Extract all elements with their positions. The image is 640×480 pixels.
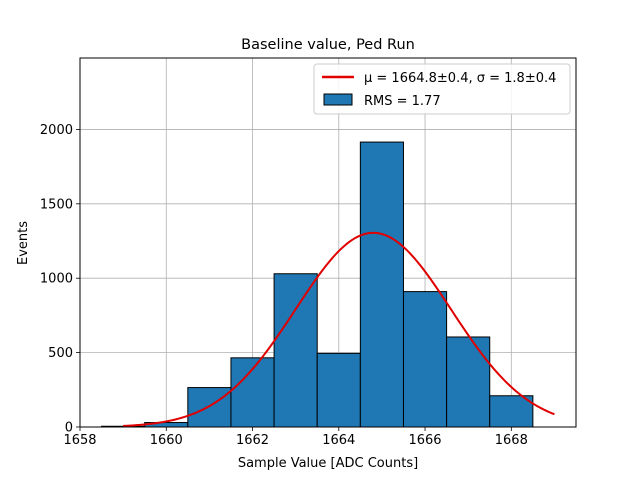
gaussian-fit-curve (123, 231, 555, 427)
y-tick-label: 1500 (40, 197, 73, 212)
x-tick-label: 1658 (63, 433, 96, 448)
x-tick-label: 1660 (150, 433, 183, 448)
y-tick-label: 500 (48, 346, 73, 361)
plot-frame (79, 57, 577, 428)
legend-hist-label: RMS = 1.77 (364, 94, 441, 109)
histogram-bar (402, 291, 448, 428)
x-axis-label: Sample Value [ADC Counts] (238, 456, 418, 471)
chart-title: Baseline value, Ped Run (241, 37, 415, 53)
histogram-bar (359, 141, 404, 428)
x-tick-label: 1662 (236, 433, 269, 448)
y-axis-label: Events (16, 221, 31, 265)
legend-histogram-swatch (323, 93, 353, 106)
x-tick-label: 1668 (495, 433, 528, 448)
x-tick-label: 1666 (408, 433, 441, 448)
histogram-bar (446, 336, 491, 428)
legend: μ = 1664.8±0.4, σ = 1.8±0.4 RMS = 1.77 (313, 63, 571, 115)
histogram-bar (187, 387, 232, 428)
y-tick-label: 1000 (40, 272, 73, 287)
histogram-bar (489, 395, 534, 428)
histogram-bar (316, 352, 361, 428)
x-tick-label: 1664 (322, 433, 355, 448)
y-tick-label: 0 (65, 421, 73, 436)
axis-ticks: 1658 1660 1662 1664 1666 1668 0 500 1000 1500 2000 (40, 123, 528, 448)
legend-box (313, 63, 571, 115)
histogram-bar (273, 273, 318, 428)
legend-fit-label: μ = 1664.8±0.4, σ = 1.8±0.4 (364, 71, 556, 86)
y-tick-label: 2000 (40, 123, 73, 138)
